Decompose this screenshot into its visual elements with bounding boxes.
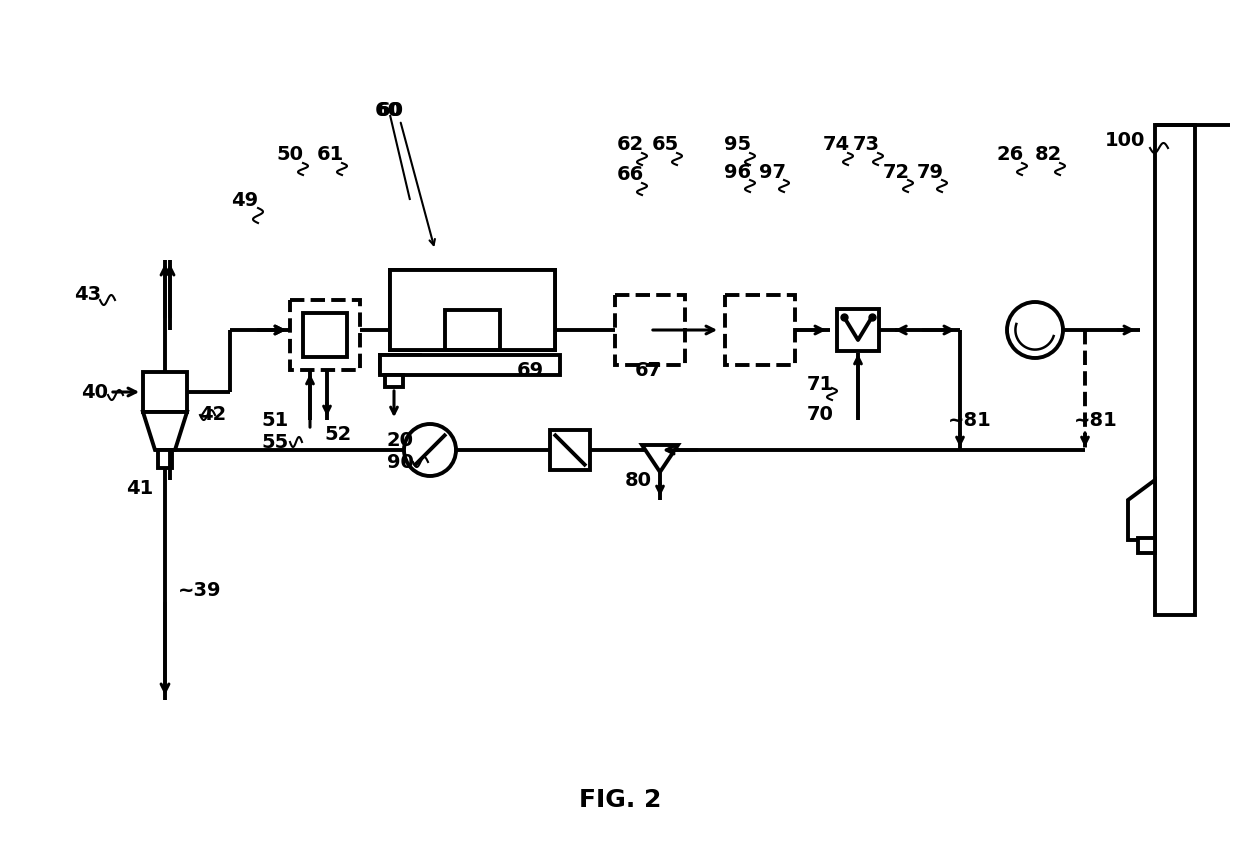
Bar	[157, 450, 172, 468]
Text: 49: 49	[232, 191, 259, 210]
Text: 65: 65	[651, 136, 678, 155]
Bar	[1154, 125, 1195, 615]
Text: 55: 55	[262, 433, 289, 452]
Text: 66: 66	[616, 165, 644, 185]
Text: 69: 69	[516, 360, 543, 379]
Bar	[1138, 538, 1154, 553]
Text: 73: 73	[853, 136, 879, 155]
Text: 52: 52	[325, 426, 352, 445]
Text: 61: 61	[316, 145, 343, 164]
Bar	[615, 295, 684, 365]
Bar	[143, 372, 187, 412]
Text: 42: 42	[200, 406, 227, 425]
Polygon shape	[391, 270, 556, 350]
Text: 90: 90	[387, 452, 413, 471]
Text: 72: 72	[883, 163, 910, 181]
Text: 60: 60	[377, 101, 403, 120]
Text: 79: 79	[916, 163, 944, 181]
Bar	[290, 300, 360, 370]
Text: 50: 50	[277, 145, 304, 164]
Circle shape	[404, 424, 456, 476]
Polygon shape	[379, 355, 560, 375]
Text: 40: 40	[82, 383, 109, 402]
Text: 67: 67	[635, 360, 662, 379]
Text: 100: 100	[1105, 131, 1146, 150]
Text: 82: 82	[1034, 145, 1061, 164]
Bar	[725, 295, 795, 365]
Text: 74: 74	[822, 136, 849, 155]
Bar	[837, 309, 879, 351]
Bar	[415, 290, 525, 350]
Text: 71: 71	[806, 376, 833, 395]
Text: 80: 80	[625, 470, 651, 489]
Polygon shape	[1128, 480, 1154, 540]
Text: 96: 96	[724, 163, 751, 181]
Polygon shape	[143, 412, 187, 450]
Bar	[551, 430, 590, 470]
Text: ~81: ~81	[1074, 410, 1118, 429]
Text: 26: 26	[997, 145, 1024, 164]
Text: 70: 70	[806, 406, 833, 425]
Text: 97: 97	[759, 163, 785, 181]
Text: 41: 41	[126, 478, 154, 497]
Text: FIG. 2: FIG. 2	[579, 788, 661, 812]
Text: ~39: ~39	[179, 580, 222, 599]
Text: 95: 95	[724, 136, 751, 155]
Circle shape	[1007, 302, 1063, 358]
Text: 51: 51	[262, 410, 289, 429]
Bar	[379, 355, 420, 373]
Polygon shape	[642, 445, 678, 472]
Text: 20: 20	[387, 431, 413, 450]
Bar	[303, 313, 347, 357]
Text: 62: 62	[616, 136, 644, 155]
Bar	[384, 375, 403, 387]
Text: 43: 43	[74, 286, 102, 304]
Text: ~81: ~81	[949, 410, 992, 429]
Bar	[391, 270, 556, 350]
Text: 60: 60	[374, 101, 402, 120]
